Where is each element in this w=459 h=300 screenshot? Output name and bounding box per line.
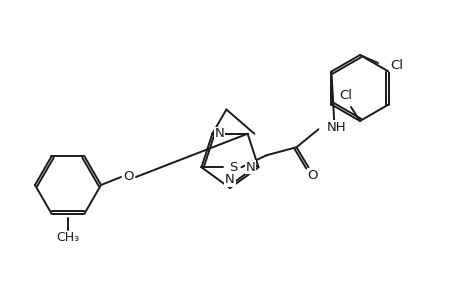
Text: S: S: [229, 161, 237, 174]
Text: O: O: [123, 170, 134, 184]
Text: O: O: [307, 169, 317, 182]
Text: N: N: [224, 173, 235, 186]
Text: CH₃: CH₃: [56, 232, 79, 244]
Text: Cl: Cl: [339, 88, 352, 101]
Text: NH: NH: [326, 121, 345, 134]
Text: N: N: [245, 161, 255, 174]
Text: N: N: [214, 127, 224, 140]
Text: Cl: Cl: [389, 58, 402, 71]
